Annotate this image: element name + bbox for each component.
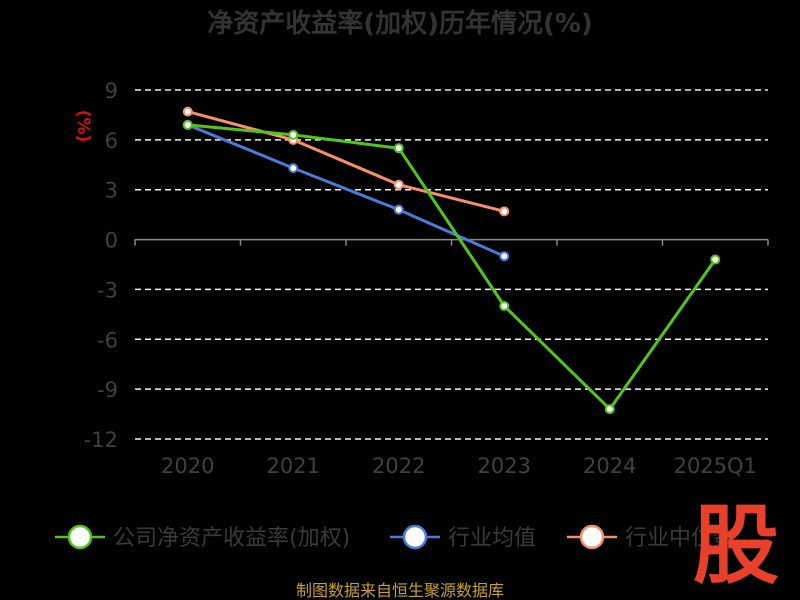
- y-axis-ticks: 9 6 3 0 -3 -6 -9 -12: [84, 79, 118, 452]
- data-point: [393, 143, 404, 154]
- y-tick-label: 6: [105, 129, 118, 153]
- y-tick-label: 0: [105, 229, 118, 253]
- data-point: [393, 204, 404, 215]
- legend-swatch-marker: [402, 524, 428, 550]
- y-tick-label: -3: [97, 278, 118, 302]
- legend: 公司净资产收益率(加权) 行业均值 行业中位数: [55, 524, 735, 551]
- source-note: 制图数据来自恒生聚源数据库: [296, 581, 504, 600]
- x-tick-label: 2023: [478, 454, 531, 478]
- x-tick-label: 2024: [583, 454, 636, 478]
- y-tick-label: -12: [84, 428, 118, 452]
- series-line: [187, 110, 505, 213]
- y-tick-label: 3: [105, 179, 118, 203]
- y-tick-label: -9: [97, 378, 118, 402]
- chart-title: 净资产收益率(加权)历年情况(%): [207, 8, 593, 39]
- data-point: [499, 251, 510, 262]
- x-axis: 2020 2021 2022 2023 2024 2025Q1: [134, 238, 769, 478]
- legend-label: 公司净资产收益率(加权): [113, 526, 350, 551]
- data-point: [710, 254, 721, 265]
- grid-lines: [135, 89, 768, 440]
- series-group: [182, 106, 721, 415]
- legend-label: 行业中位数: [625, 526, 735, 551]
- data-point: [499, 301, 510, 312]
- data-point: [604, 404, 615, 415]
- series-line: [187, 123, 717, 411]
- data-point: [182, 106, 193, 117]
- x-tick-label: 2021: [267, 454, 320, 478]
- data-point: [499, 206, 510, 217]
- x-tick-label: 2022: [372, 454, 425, 478]
- y-tick-label: 9: [105, 79, 118, 103]
- data-point: [288, 129, 299, 140]
- legend-swatch-marker: [67, 524, 93, 550]
- data-point: [288, 163, 299, 174]
- x-tick-label: 2020: [161, 454, 214, 478]
- y-axis-label: (%): [73, 110, 93, 143]
- series-line: [187, 123, 505, 258]
- legend-label: 行业均值: [448, 526, 536, 551]
- data-point: [182, 119, 193, 130]
- legend-swatch-marker: [579, 524, 605, 550]
- brand-logo: 股: [693, 496, 779, 596]
- data-point: [393, 179, 404, 190]
- y-tick-label: -6: [97, 328, 118, 352]
- x-tick-label: 2025Q1: [674, 454, 757, 478]
